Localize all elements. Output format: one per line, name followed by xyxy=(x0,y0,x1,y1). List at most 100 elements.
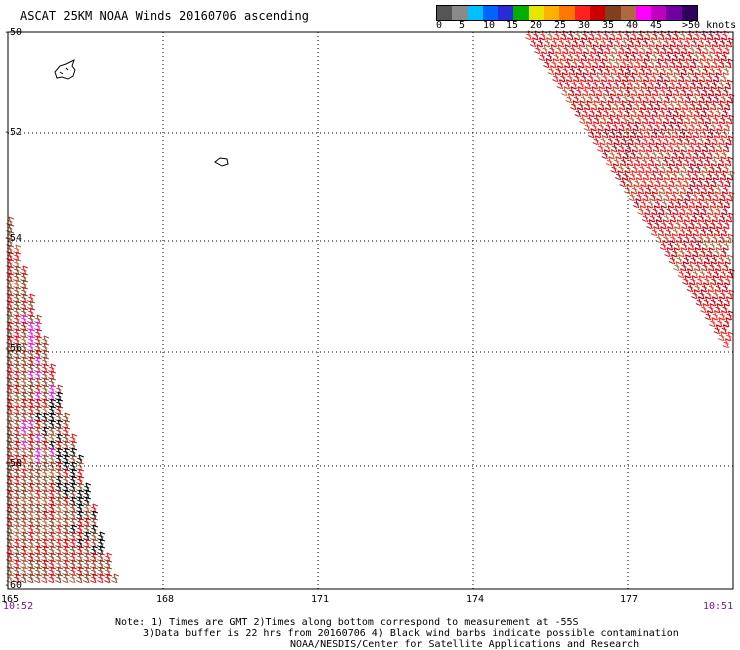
wind-barb xyxy=(640,79,649,90)
wind-barb xyxy=(722,163,731,174)
lat-label-60: -60 xyxy=(4,580,23,591)
wind-barb xyxy=(639,198,648,209)
wind-barb xyxy=(718,58,727,69)
colorbar-tick-label: 5 xyxy=(459,20,466,31)
wind-barb xyxy=(641,135,650,146)
wind-barb xyxy=(41,349,50,360)
wind-barb xyxy=(709,142,717,153)
wind-barb xyxy=(659,240,668,251)
wind-barb xyxy=(41,482,50,493)
wind-barb xyxy=(677,268,686,279)
wind-barb xyxy=(27,391,36,402)
wind-barb xyxy=(13,559,22,570)
wind-barb xyxy=(700,282,709,293)
wind-barb xyxy=(636,72,645,83)
time-right: 10:51 xyxy=(703,601,734,612)
wind-barb xyxy=(612,100,621,111)
wind-barb xyxy=(76,566,85,577)
wind-barb xyxy=(62,426,71,437)
wind-barb xyxy=(703,275,712,286)
wind-barb xyxy=(598,100,607,111)
wind-barb xyxy=(665,184,674,195)
wind-barb xyxy=(69,531,78,542)
wind-barb xyxy=(707,282,716,293)
wind-barb xyxy=(27,559,36,570)
wind-barb xyxy=(638,163,647,174)
wind-barb xyxy=(586,93,595,104)
wind-barb xyxy=(615,149,624,160)
wind-barb xyxy=(55,426,64,437)
wind-barb xyxy=(34,412,43,423)
wind-barb xyxy=(633,100,642,111)
wind-barb xyxy=(699,72,708,83)
wind-barb xyxy=(693,107,702,118)
wind-barb xyxy=(27,398,36,409)
wind-barb xyxy=(692,226,701,237)
wind-barb xyxy=(654,79,663,90)
wind-barb xyxy=(34,349,43,360)
wind-barb xyxy=(579,114,587,125)
wind-barb xyxy=(685,51,694,62)
wind-barb xyxy=(6,440,15,451)
wind-barb xyxy=(6,461,15,472)
wind-barb xyxy=(627,135,636,146)
wind-barb xyxy=(13,510,22,521)
wind-barb xyxy=(713,247,722,258)
wind-barb xyxy=(83,559,92,570)
wind-barb xyxy=(668,79,677,90)
wind-barb xyxy=(578,37,587,48)
wind-barb xyxy=(717,275,726,286)
wind-barb xyxy=(689,275,698,286)
wind-barb xyxy=(34,573,43,584)
wind-barb xyxy=(13,300,22,311)
wind-barb xyxy=(576,44,585,55)
wind-barb xyxy=(20,272,29,283)
wind-barb xyxy=(653,198,662,209)
wind-barb xyxy=(705,191,714,202)
wind-barb xyxy=(20,405,29,416)
wind-barb xyxy=(605,100,614,111)
wind-barb xyxy=(661,177,670,188)
wind-barb xyxy=(13,419,22,430)
wind-barb xyxy=(69,454,78,465)
wind-barb xyxy=(697,212,706,223)
wind-barb xyxy=(634,58,643,69)
wind-barb xyxy=(715,86,724,97)
wind-barb xyxy=(571,37,580,48)
wind-barb xyxy=(634,37,643,48)
wind-barb xyxy=(90,559,99,570)
wind-barb xyxy=(697,135,706,146)
wind-barb xyxy=(654,156,663,167)
wind-barb xyxy=(41,440,50,451)
wind-barb xyxy=(667,142,675,153)
wind-barb xyxy=(62,482,71,493)
wind-barb xyxy=(20,398,29,409)
wind-barb xyxy=(585,37,594,48)
colorbar-segment xyxy=(528,6,545,20)
wind-barb xyxy=(20,524,29,535)
wind-barb xyxy=(76,482,85,493)
wind-barb xyxy=(639,121,648,132)
wind-barb xyxy=(645,65,654,76)
wind-barb xyxy=(659,163,668,174)
wind-barb xyxy=(649,93,658,104)
wind-barb xyxy=(20,265,29,276)
wind-barb xyxy=(703,79,712,90)
wind-barb xyxy=(676,212,685,223)
wind-barb xyxy=(611,142,619,153)
wind-barb xyxy=(76,454,85,465)
wind-barb xyxy=(720,226,729,237)
wind-barb xyxy=(62,503,71,514)
wind-barb xyxy=(621,114,629,125)
wind-barb xyxy=(636,51,645,62)
wind-barb xyxy=(596,86,605,97)
wind-barb xyxy=(711,58,720,69)
wind-barb xyxy=(55,454,64,465)
wind-barb xyxy=(34,461,43,472)
wind-barb xyxy=(695,44,704,55)
wind-barb xyxy=(663,93,672,104)
wind-barb xyxy=(13,482,22,493)
wind-barb xyxy=(584,79,593,90)
wind-barb xyxy=(90,517,99,528)
wind-barb xyxy=(688,142,696,153)
